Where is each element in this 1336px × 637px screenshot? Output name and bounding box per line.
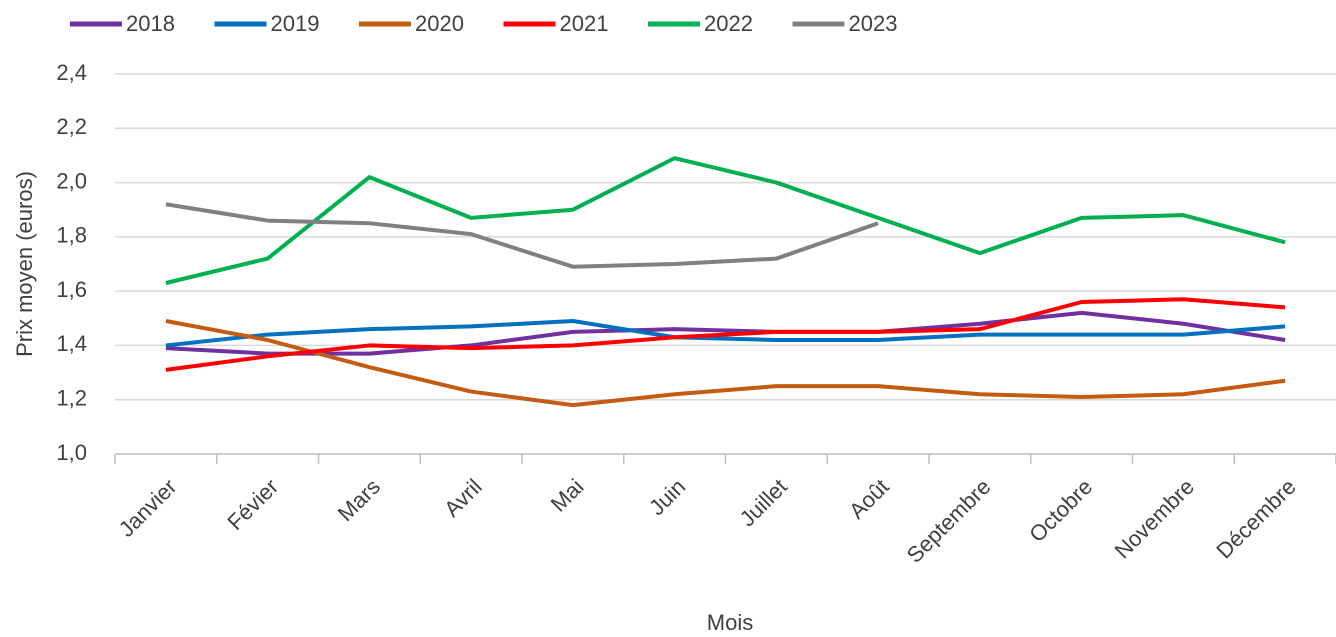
y-tick-label: 2,4 bbox=[56, 60, 87, 85]
legend-label: 2019 bbox=[271, 11, 320, 36]
x-tick-label: Juillet bbox=[735, 474, 792, 531]
x-tick-label: Avril bbox=[439, 474, 487, 522]
y-axis-title: Prix moyen (euros) bbox=[12, 171, 37, 357]
y-tick-label: 1,6 bbox=[56, 277, 87, 302]
y-tick-label: 1,0 bbox=[56, 440, 87, 465]
x-tick-label: Décembre bbox=[1211, 474, 1300, 563]
legend-label: 2018 bbox=[126, 11, 175, 36]
x-tick-label: Févier bbox=[222, 474, 283, 535]
x-tick-label: Octobre bbox=[1024, 474, 1097, 547]
y-tick-label: 1,2 bbox=[56, 386, 87, 411]
x-tick-label: Septembre bbox=[902, 474, 996, 568]
y-tick-label: 1,8 bbox=[56, 223, 87, 248]
y-tick-label: 1,4 bbox=[56, 331, 87, 356]
y-tick-label: 2,2 bbox=[56, 114, 87, 139]
x-axis-title: Mois bbox=[707, 610, 753, 635]
series-line bbox=[165, 319, 1286, 408]
legend-label: 2022 bbox=[704, 11, 753, 36]
x-tick-label: Mai bbox=[546, 474, 589, 517]
x-tick-label: Novembre bbox=[1110, 474, 1199, 563]
legend-label: 2021 bbox=[560, 11, 609, 36]
x-tick-label: Juin bbox=[644, 474, 690, 520]
series-line bbox=[165, 297, 1286, 372]
legend-label: 2023 bbox=[849, 11, 898, 36]
x-tick-label: Août bbox=[844, 474, 894, 524]
series-line bbox=[165, 310, 1286, 356]
series-line bbox=[165, 202, 879, 269]
x-tick-label: Janvier bbox=[114, 474, 182, 542]
series-line bbox=[165, 156, 1286, 285]
series-line bbox=[165, 319, 1286, 348]
legend-label: 2020 bbox=[415, 11, 464, 36]
x-tick-label: Mars bbox=[333, 474, 385, 526]
y-tick-label: 2,0 bbox=[56, 168, 87, 193]
